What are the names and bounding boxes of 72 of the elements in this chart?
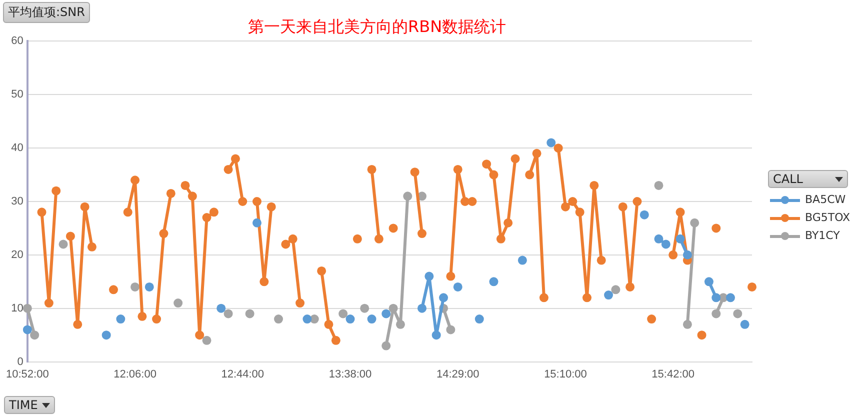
point [130,282,140,292]
point [224,309,233,318]
point [22,304,32,313]
point [382,341,391,350]
point [396,320,405,329]
point [252,218,262,228]
point [682,250,692,260]
y-tick-label: 50 [11,88,24,101]
point [640,210,649,220]
y-axis-title: 平均值项:SNR [8,4,85,21]
point [367,314,376,324]
point [432,330,441,340]
y-tick-label: 40 [11,142,24,154]
point [302,314,312,324]
point [174,298,183,308]
point [654,234,664,244]
y-tick-label: 0 [17,356,24,368]
point [518,256,527,265]
point [654,180,664,190]
point [661,240,670,249]
point [611,285,620,294]
x-axis-title: TIME [9,398,38,412]
x-tick-label: 13:38:00 [328,368,372,380]
point [453,282,462,292]
point [474,314,484,324]
point [733,309,742,318]
legend-title: CALL [773,172,803,186]
legend-label: BG5TOX [805,211,850,224]
point [417,304,426,313]
y-tick-label: 30 [11,196,24,208]
point [690,218,700,228]
point [712,309,721,318]
point [338,309,348,318]
point [30,330,40,340]
point [58,240,68,249]
point [712,293,721,302]
point [216,304,226,313]
point [604,290,614,300]
point [726,293,735,302]
x-tick-label: 10:52:00 [6,368,49,380]
y-tick-label: 20 [11,248,24,261]
point [704,277,714,286]
point [740,320,750,329]
x-tick-label: 12:44:00 [221,368,264,380]
point [403,192,412,201]
x-tick-label: 12:06:00 [114,368,156,380]
point [489,277,498,286]
y-tick-label: 10 [11,302,24,314]
point [102,330,111,340]
point [382,309,391,318]
legend-label: BA5CW [805,193,846,206]
point [22,325,32,334]
point [274,314,284,324]
point [446,325,456,334]
point [116,314,126,324]
point [682,320,692,329]
x-tick-label: 14:29:00 [436,368,480,380]
point [346,314,355,324]
chart-title: 第一天来自北美方向的RBN数据统计 [248,16,506,36]
point [202,336,212,345]
point [245,309,254,318]
y-tick-label: 60 [11,35,24,48]
point [388,304,398,313]
x-tick-label: 15:10:00 [544,368,587,380]
point [360,304,370,313]
point [144,282,154,292]
point [424,272,434,281]
x-tick-label: 15:42:00 [652,368,694,380]
point [546,138,556,148]
point [676,234,685,244]
point [439,293,448,302]
legend-label: BY1CY [805,229,840,242]
